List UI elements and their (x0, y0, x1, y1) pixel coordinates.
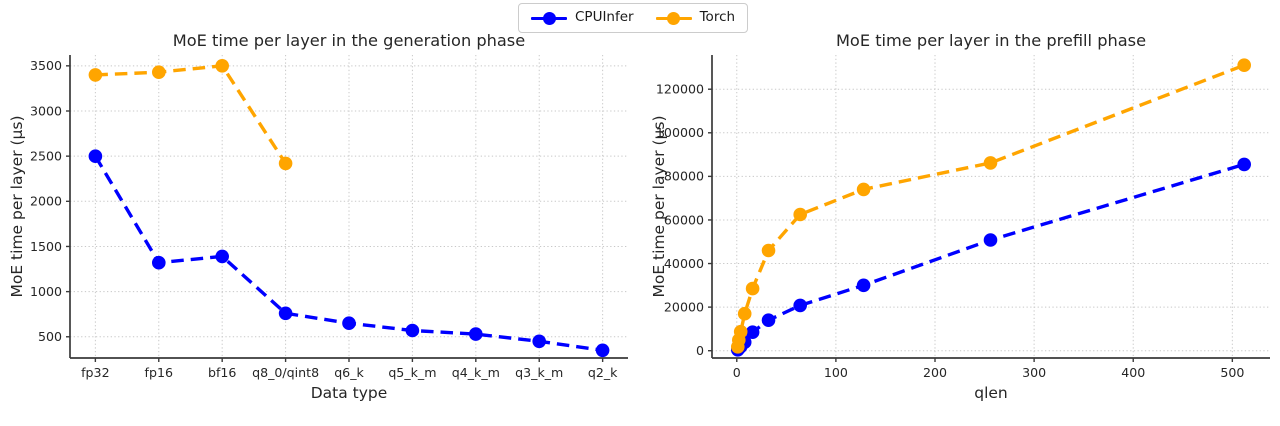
legend-label-cpuinfer: CPUInfer (575, 8, 634, 25)
torch-line-marker-icon (655, 11, 692, 25)
legend: CPUInfer Torch (518, 3, 749, 33)
svg-text:60000: 60000 (664, 212, 704, 227)
svg-text:100: 100 (824, 365, 848, 380)
svg-text:q3_k_m: q3_k_m (515, 365, 563, 380)
svg-text:80000: 80000 (664, 169, 704, 184)
svg-text:q8_0/qint8: q8_0/qint8 (252, 365, 319, 380)
svg-text:400: 400 (1121, 365, 1145, 380)
svg-text:qlen: qlen (974, 384, 1008, 402)
svg-text:q2_k: q2_k (588, 365, 618, 380)
svg-text:100000: 100000 (656, 125, 704, 140)
prefill-phase-chart: 0 20000 40000 60000 80000 100000 120000 0 100 200… (650, 31, 1270, 402)
legend-item-torch: Torch (655, 8, 736, 26)
svg-text:0: 0 (733, 365, 741, 380)
legend-item-cpuinfer: CPUInfer (531, 8, 634, 26)
svg-text:20000: 20000 (664, 299, 704, 314)
svg-text:q4_k_m: q4_k_m (452, 365, 500, 380)
svg-text:2000: 2000 (30, 194, 62, 209)
svg-text:3500: 3500 (30, 58, 62, 73)
svg-text:fp32: fp32 (81, 365, 109, 380)
svg-text:MoE time per layer in the pref: MoE time per layer in the prefill phase (836, 31, 1146, 50)
svg-text:40000: 40000 (664, 256, 704, 271)
svg-text:300: 300 (1022, 365, 1046, 380)
generation-phase-chart: 500 1000 1500 2000 2500 3000 3500 fp32 fp16 bf16 q… (8, 31, 628, 402)
legend-label-torch: Torch (699, 8, 736, 25)
svg-text:fp16: fp16 (145, 365, 173, 380)
svg-text:MoE time per layer in the gene: MoE time per layer in the generation pha… (173, 31, 525, 50)
svg-text:q5_k_m: q5_k_m (388, 365, 436, 380)
svg-text:120000: 120000 (656, 82, 704, 97)
svg-text:MoE time per layer (µs): MoE time per layer (µs) (650, 115, 668, 297)
svg-text:500: 500 (1220, 365, 1244, 380)
svg-text:1500: 1500 (30, 239, 62, 254)
svg-text:Data type: Data type (311, 384, 388, 402)
svg-text:0: 0 (696, 343, 704, 358)
svg-text:1000: 1000 (30, 284, 62, 299)
svg-text:MoE time per layer (µs): MoE time per layer (µs) (8, 115, 26, 297)
svg-text:2500: 2500 (30, 148, 62, 163)
svg-text:3000: 3000 (30, 103, 62, 118)
svg-text:bf16: bf16 (208, 365, 236, 380)
cpuinfer-line-marker-icon (531, 11, 567, 25)
svg-text:q6_k: q6_k (334, 365, 364, 380)
svg-text:500: 500 (38, 329, 62, 344)
svg-text:200: 200 (923, 365, 947, 380)
